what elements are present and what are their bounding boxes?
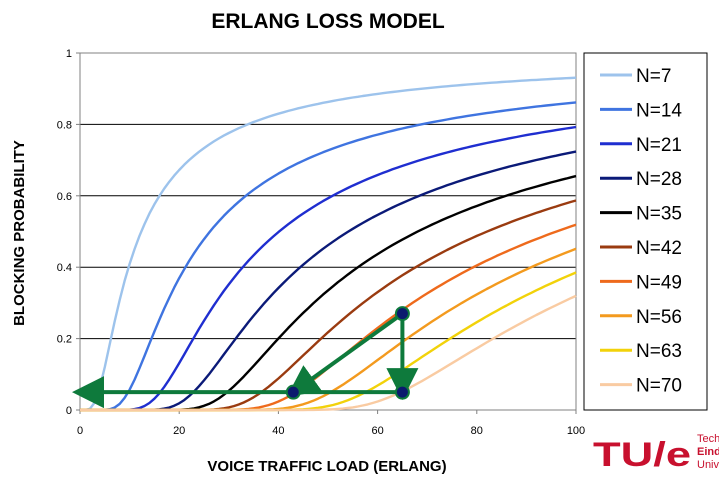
legend-label: N=7 <box>636 66 671 87</box>
grid-lines <box>80 123 576 340</box>
series-line-n-49 <box>80 223 577 412</box>
axis-ticks: 0 0.2 0.4 0.6 0.8 1 0 20 40 60 80 100 <box>57 48 585 437</box>
y-axis-label: BLOCKING PROBABILITY <box>11 140 28 326</box>
series-line-n-42 <box>80 199 577 412</box>
legend-label: N=70 <box>636 376 682 397</box>
plot-frame <box>79 52 577 411</box>
y-tick-label: 0.6 <box>57 191 72 203</box>
x-axis-label: VOICE TRAFFIC LOAD (ERLANG) <box>207 458 446 475</box>
y-tick-label: 0.8 <box>57 119 72 131</box>
legend-label: N=14 <box>636 100 682 121</box>
x-tick-label: 20 <box>173 425 185 437</box>
annotation-point <box>394 306 410 322</box>
y-tick-label: 1 <box>66 48 72 60</box>
series-line-n-70 <box>80 294 577 412</box>
annotation-point <box>394 384 410 400</box>
x-tick-label: 80 <box>471 425 483 437</box>
series-line-n-35 <box>80 174 577 412</box>
y-tick-label: 0.2 <box>57 334 72 346</box>
legend-label: N=42 <box>636 238 682 259</box>
legend-label: N=21 <box>636 135 682 156</box>
legend-label: N=63 <box>636 341 682 362</box>
legend: N=7 N=14 N=21 N=28 N=35 N=42 N=49 N=56 N=63 N=70 <box>600 66 682 397</box>
x-tick-label: 60 <box>371 425 383 437</box>
series-line-n-14 <box>80 101 577 412</box>
annotation-arrows <box>72 306 419 409</box>
logo-mark: TU/e <box>593 436 691 474</box>
logo-line-3: Univ <box>697 459 719 471</box>
annotation-point <box>285 384 301 400</box>
legend-label: N=35 <box>636 204 682 225</box>
series-line-n-21 <box>80 125 577 412</box>
x-tick-label: 40 <box>272 425 284 437</box>
logo-line-2: Eind <box>697 446 719 458</box>
chart-title: ERLANG LOSS MODEL <box>211 10 445 33</box>
x-tick-label: 0 <box>77 425 83 437</box>
logo-line-1: Tech <box>697 433 719 445</box>
tue-logo: TU/e Tech Eind Univ <box>593 433 719 474</box>
y-tick-label: 0.4 <box>57 262 72 274</box>
legend-label: N=28 <box>636 169 682 190</box>
legend-label: N=56 <box>636 307 682 328</box>
series-lines <box>80 76 577 412</box>
x-tick-label: 100 <box>567 425 585 437</box>
legend-label: N=49 <box>636 272 682 293</box>
y-tick-label: 0 <box>66 405 72 417</box>
series-line-n-7 <box>80 76 577 412</box>
series-line-n-63 <box>80 271 577 412</box>
annotation-arrow <box>286 311 404 397</box>
